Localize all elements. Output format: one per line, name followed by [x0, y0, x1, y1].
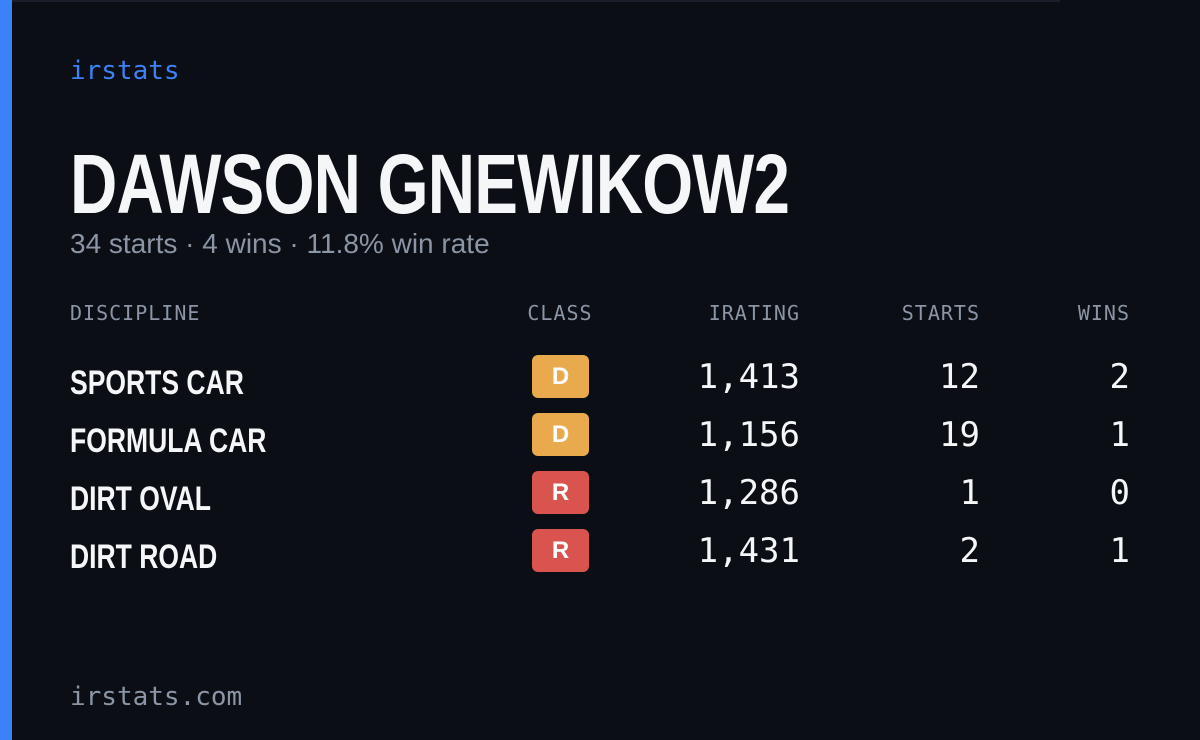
class-badge: D — [532, 355, 589, 398]
column-header: WINS — [1077, 301, 1130, 325]
wins: 2 — [1109, 357, 1130, 397]
column-header: IRATING — [708, 301, 800, 325]
class-badge: D — [532, 413, 589, 456]
player-name: DAWSON GNEWIKOW2 — [70, 137, 790, 231]
column-header: CLASS — [527, 301, 593, 325]
brand: irstats — [70, 56, 180, 86]
irating: 1,286 — [697, 473, 800, 513]
irating: 1,431 — [697, 531, 800, 571]
accent-stripe — [0, 0, 12, 740]
wins: 1 — [1109, 415, 1130, 455]
player-summary: 34 starts · 4 wins · 11.8% win rate — [70, 228, 490, 259]
starts: 1 — [959, 473, 980, 513]
header-rule — [0, 0, 1060, 2]
class-badge: R — [532, 529, 589, 572]
starts: 2 — [959, 531, 980, 571]
irating: 1,156 — [697, 415, 800, 455]
column-header: STARTS — [901, 301, 980, 325]
discipline: DIRT ROAD — [70, 538, 218, 576]
wins: 1 — [1109, 531, 1130, 571]
column-header: DISCIPLINE — [70, 301, 201, 325]
irating: 1,413 — [697, 357, 800, 397]
starts: 19 — [939, 415, 980, 455]
discipline: DIRT OVAL — [70, 480, 211, 518]
starts: 12 — [939, 357, 980, 397]
discipline: SPORTS CAR — [70, 364, 244, 402]
wins: 0 — [1109, 473, 1130, 513]
footer: irstats.com — [70, 682, 243, 712]
class-badge: R — [532, 471, 589, 514]
discipline: FORMULA CAR — [70, 422, 267, 460]
